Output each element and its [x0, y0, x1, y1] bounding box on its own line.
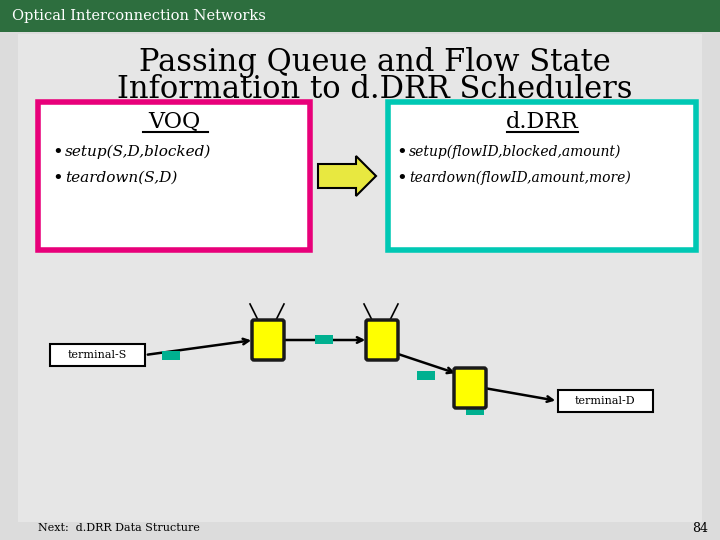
Bar — [558, 390, 653, 412]
Bar — [388, 102, 696, 250]
Text: setup(flowID,blocked,amount): setup(flowID,blocked,amount) — [409, 145, 621, 159]
Text: setup(S,D,blocked): setup(S,D,blocked) — [65, 145, 212, 159]
Bar — [417, 371, 435, 380]
Text: Optical Interconnection Networks: Optical Interconnection Networks — [12, 9, 266, 23]
Text: terminal-D: terminal-D — [575, 396, 635, 406]
Text: Passing Queue and Flow State: Passing Queue and Flow State — [139, 46, 611, 78]
Text: terminal-S: terminal-S — [67, 350, 127, 360]
Text: 84: 84 — [692, 522, 708, 535]
Bar — [0, 0, 720, 32]
Text: d.DRR: d.DRR — [505, 111, 578, 133]
Bar — [50, 344, 145, 366]
FancyBboxPatch shape — [366, 320, 398, 360]
Text: teardown(S,D): teardown(S,D) — [65, 171, 177, 185]
Text: •: • — [396, 143, 407, 161]
Text: teardown(flowID,amount,more): teardown(flowID,amount,more) — [409, 171, 631, 185]
Text: Information to d.DRR Schedulers: Information to d.DRR Schedulers — [117, 75, 633, 105]
Bar — [466, 406, 484, 415]
Text: •: • — [52, 169, 63, 187]
Text: Next:  d.DRR Data Structure: Next: d.DRR Data Structure — [38, 523, 200, 533]
Bar — [38, 102, 310, 250]
Bar — [315, 335, 333, 344]
Text: VOQ: VOQ — [148, 111, 200, 133]
FancyBboxPatch shape — [454, 368, 486, 408]
FancyArrow shape — [318, 156, 376, 196]
Text: •: • — [52, 143, 63, 161]
FancyBboxPatch shape — [252, 320, 284, 360]
Bar — [162, 351, 180, 360]
Text: •: • — [396, 169, 407, 187]
